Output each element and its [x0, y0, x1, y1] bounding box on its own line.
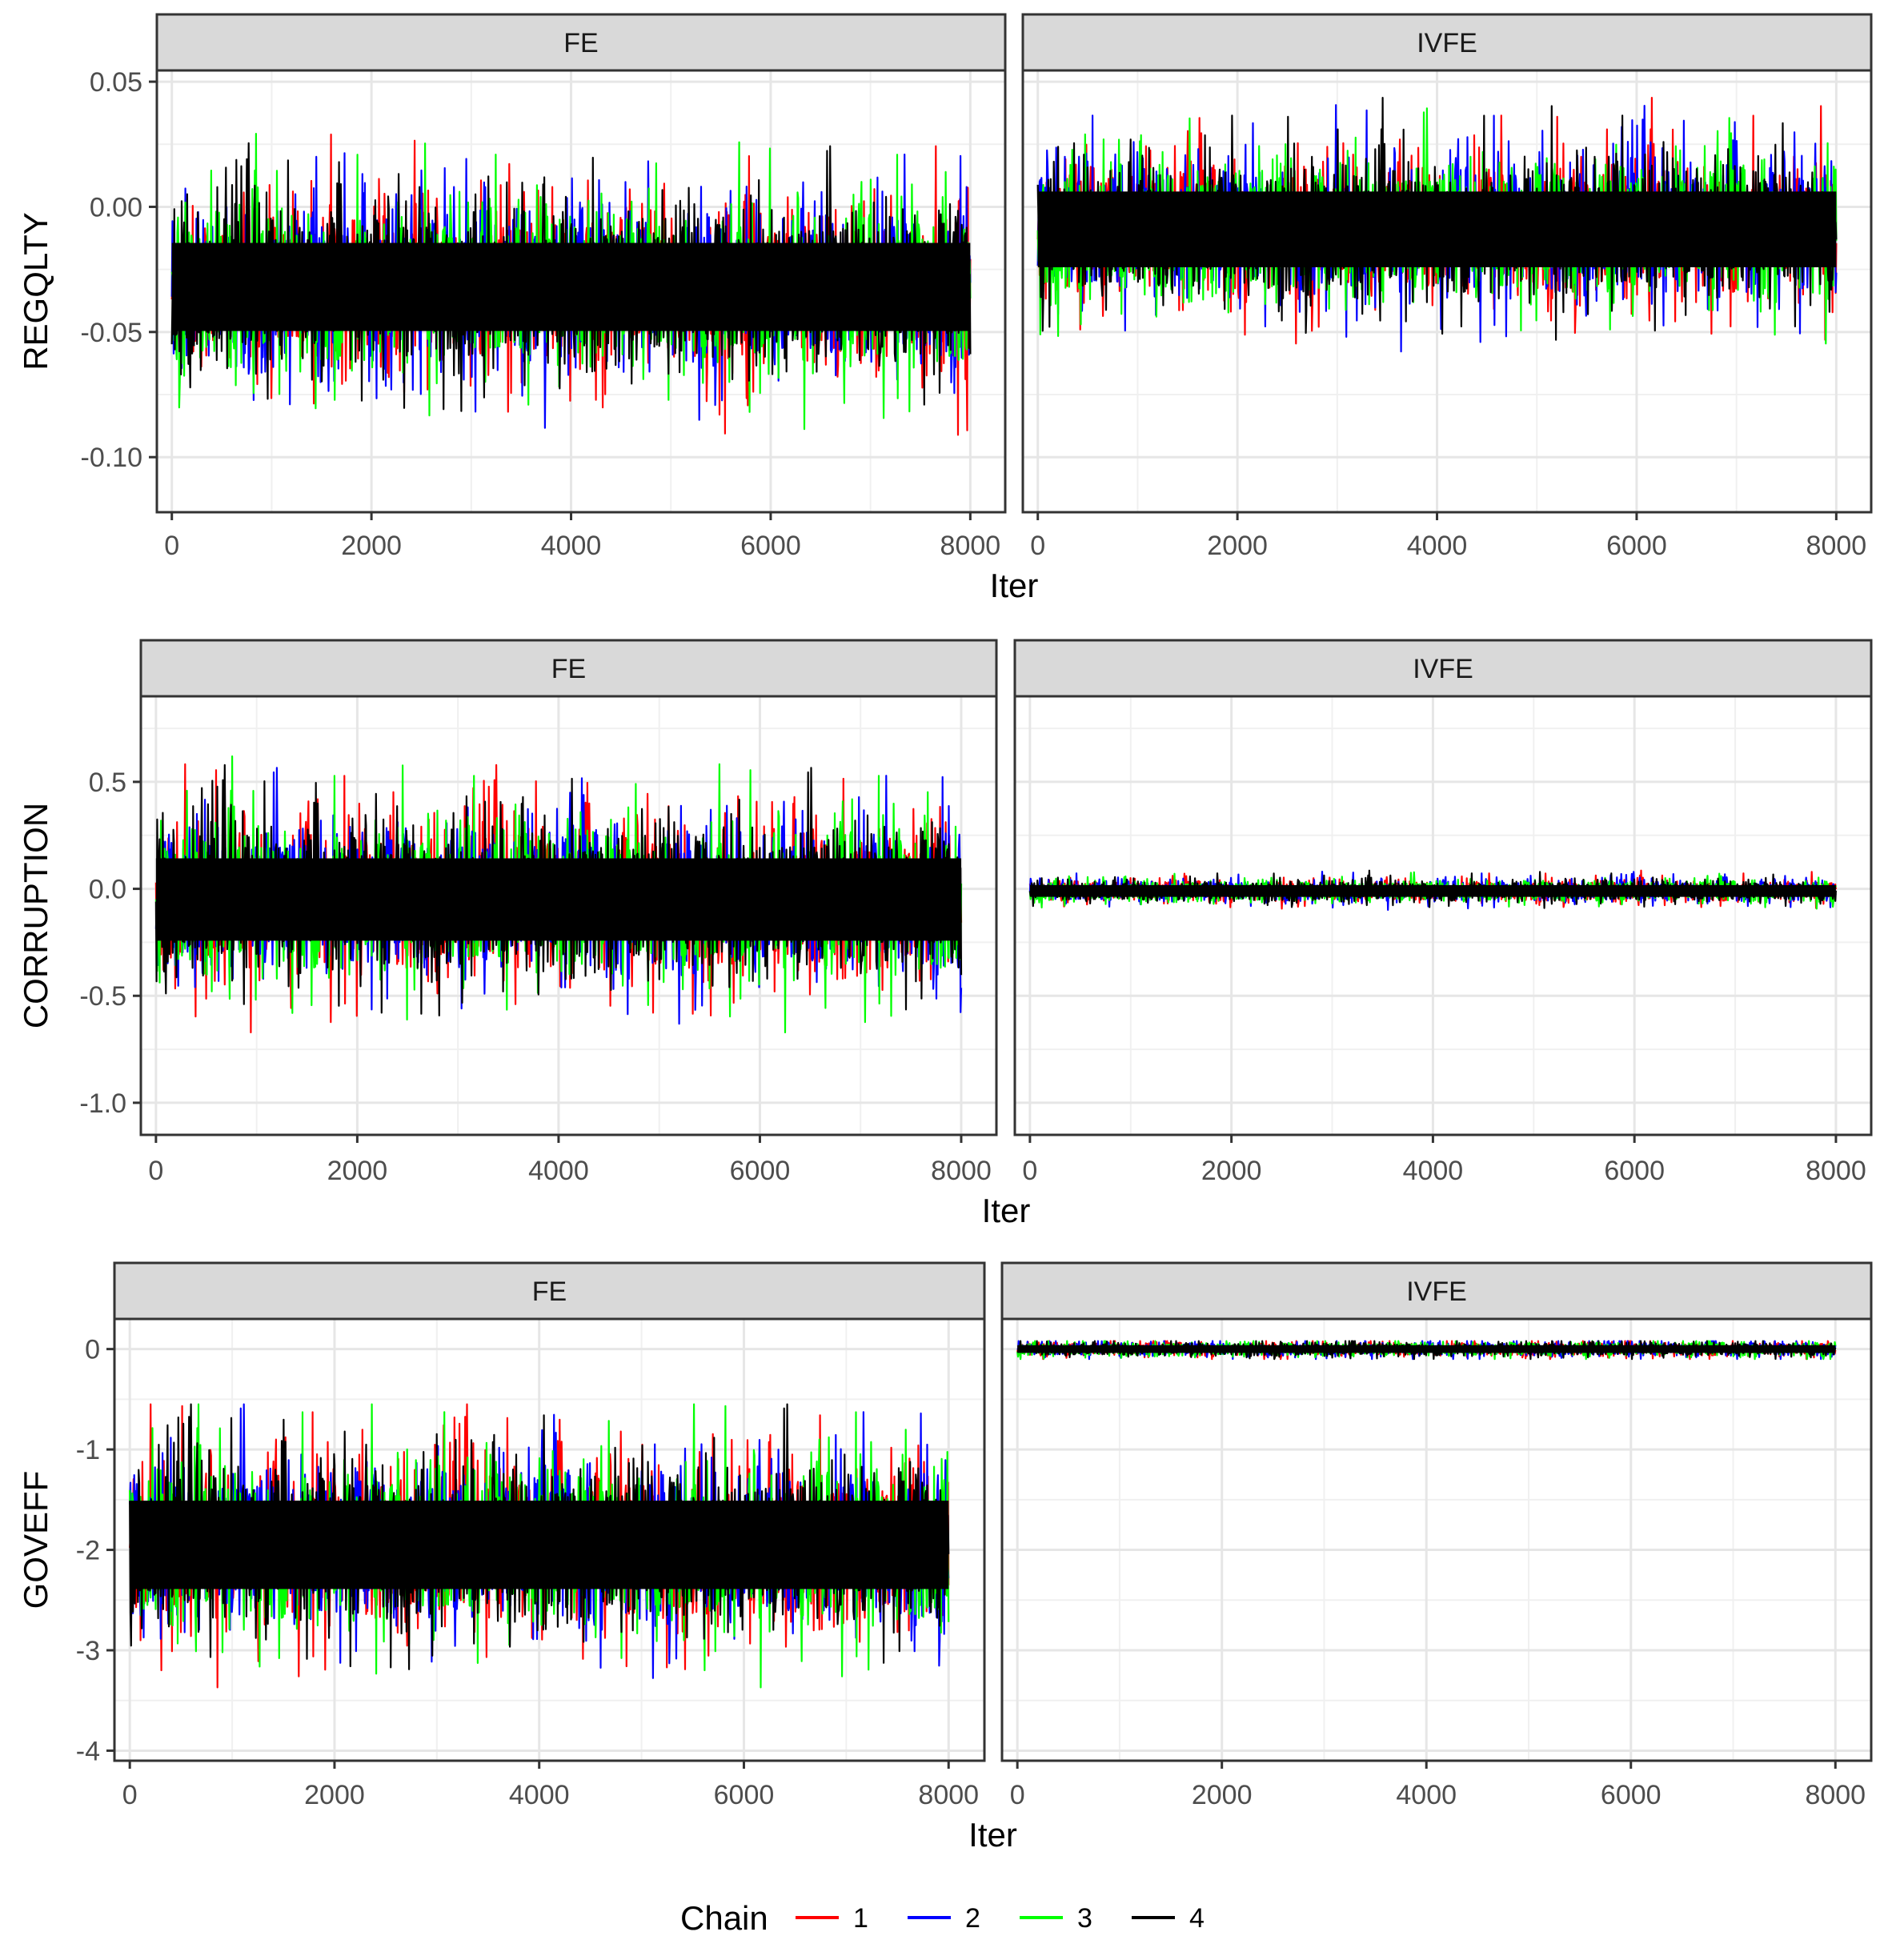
panel-goveff-ivfe: IVFE 0 2000 4000 6000 8000: [1000, 1261, 1873, 1810]
legend-item-2: 2: [908, 1903, 980, 1934]
y-tick-label: -1.0: [79, 1088, 126, 1119]
x-tick-label: 8000: [918, 1780, 979, 1810]
x-tick-label: 6000: [730, 1156, 791, 1186]
legend-label: 4: [1189, 1903, 1205, 1934]
panel-background: [1002, 1319, 1871, 1761]
x-axis-title: Iter: [982, 1192, 1031, 1229]
y-tick-label: -2: [76, 1536, 100, 1566]
facet-row-regqlty: FE 0 2000 4000 6000 8000 0.05 0.00 -0.05 -0.10 IVF…: [17, 13, 1873, 604]
y-axis-title: GOVEFF: [17, 1471, 54, 1609]
facet-strip-label: IVFE: [1417, 28, 1477, 58]
panel-background: [1015, 696, 1871, 1135]
trace-core-band: [171, 242, 971, 331]
x-tick-label: 4000: [1407, 531, 1468, 561]
y-tick-label: -4: [76, 1736, 100, 1766]
facet-strip: [139, 639, 998, 698]
y-tick-label: 0.00: [90, 192, 142, 222]
trace-core-band: [155, 858, 961, 941]
facet-strip-label: FE: [532, 1277, 567, 1307]
facet-strip: [1013, 639, 1873, 698]
x-tick-label: 8000: [940, 531, 1001, 561]
x-tick-label: 0: [148, 1156, 163, 1186]
y-tick-label: -0.05: [81, 318, 143, 348]
legend-item-1: 1: [796, 1903, 868, 1934]
x-tick-label: 0: [1010, 1780, 1025, 1810]
x-tick-label: 4000: [1403, 1156, 1464, 1186]
facet-strip: [1000, 1261, 1873, 1321]
x-tick-label: 0: [1030, 531, 1045, 561]
x-tick-label: 8000: [1806, 531, 1867, 561]
y-tick-label: -0.5: [79, 981, 126, 1012]
x-tick-label: 6000: [1604, 1156, 1665, 1186]
facet-strip: [113, 1261, 986, 1321]
x-tick-label: 2000: [327, 1156, 388, 1186]
trace-core-band: [130, 1501, 949, 1589]
legend-label: 2: [965, 1903, 980, 1934]
x-tick-label: 2000: [1201, 1156, 1262, 1186]
x-tick-label: 2000: [1192, 1780, 1253, 1810]
x-tick-label: 4000: [1396, 1780, 1457, 1810]
y-axis-title: CORRUPTION: [17, 803, 54, 1028]
x-tick-label: 0: [164, 531, 179, 561]
trace-core-band: [1037, 191, 1837, 267]
facet-strip: [155, 13, 1007, 72]
facet-strip: [1021, 13, 1873, 72]
panel-corruption-ivfe: IVFE 0 2000 4000 6000 8000: [1013, 639, 1873, 1186]
x-tick-label: 8000: [1805, 1780, 1866, 1810]
x-tick-label: 6000: [714, 1780, 775, 1810]
x-tick-label: 2000: [304, 1780, 365, 1810]
x-axis-title: Iter: [968, 1816, 1017, 1854]
y-axis-title: REGQLTY: [17, 212, 54, 371]
legend-label: 1: [853, 1903, 868, 1934]
y-tick-label: 0.05: [90, 67, 142, 98]
x-tick-label: 8000: [931, 1156, 992, 1186]
facet-strip-label: IVFE: [1406, 1277, 1467, 1307]
x-tick-label: 6000: [1601, 1780, 1662, 1810]
legend-item-3: 3: [1020, 1903, 1092, 1934]
y-tick-label: -3: [76, 1636, 100, 1666]
legend-item-4: 4: [1132, 1903, 1205, 1934]
facet-row-goveff: FE 0 2000 4000 6000 8000 0 -1 -2 -3 -4 IVFE 0 2000 400…: [17, 1261, 1873, 1854]
x-tick-label: 8000: [1806, 1156, 1866, 1186]
panel-goveff-fe: FE 0 2000 4000 6000 8000 0 -1 -2 -3 -4: [76, 1261, 986, 1810]
y-tick-label: -1: [76, 1435, 100, 1465]
x-tick-label: 6000: [1606, 531, 1667, 561]
facet-strip-label: FE: [563, 28, 598, 58]
x-tick-label: 4000: [528, 1156, 589, 1186]
x-tick-label: 6000: [740, 531, 801, 561]
x-tick-label: 2000: [1207, 531, 1268, 561]
x-tick-label: 2000: [341, 531, 402, 561]
legend-label: 3: [1077, 1903, 1092, 1934]
trace-core-band: [1017, 1345, 1836, 1353]
y-tick-label: 0.5: [89, 768, 126, 798]
panel-regqlty-ivfe: IVFE 0 2000 4000 6000 8000: [1021, 13, 1873, 561]
y-tick-label: 0.0: [89, 875, 126, 905]
trace-core-band: [1029, 884, 1836, 897]
legend-title: Chain: [680, 1899, 768, 1937]
facet-row-corruption: FE 0 2000 4000 6000 8000 0.5 0.0 -0.5 -1.0 IVFE 0 20…: [17, 639, 1873, 1229]
legend: Chain 1 2 3 4: [680, 1899, 1205, 1937]
facet-strip-label: IVFE: [1413, 654, 1473, 684]
y-tick-label: -0.10: [81, 443, 143, 473]
x-tick-label: 4000: [541, 531, 602, 561]
y-tick-label: 0: [85, 1335, 100, 1365]
facet-strip-label: FE: [551, 654, 586, 684]
panel-regqlty-fe: FE 0 2000 4000 6000 8000 0.05 0.00 -0.05 -0.10: [81, 13, 1007, 561]
x-axis-title: Iter: [990, 567, 1039, 604]
x-tick-label: 4000: [509, 1780, 570, 1810]
panel-corruption-fe: FE 0 2000 4000 6000 8000 0.5 0.0 -0.5 -1.0: [79, 639, 998, 1186]
x-tick-label: 0: [1022, 1156, 1037, 1186]
x-tick-label: 0: [122, 1780, 138, 1810]
